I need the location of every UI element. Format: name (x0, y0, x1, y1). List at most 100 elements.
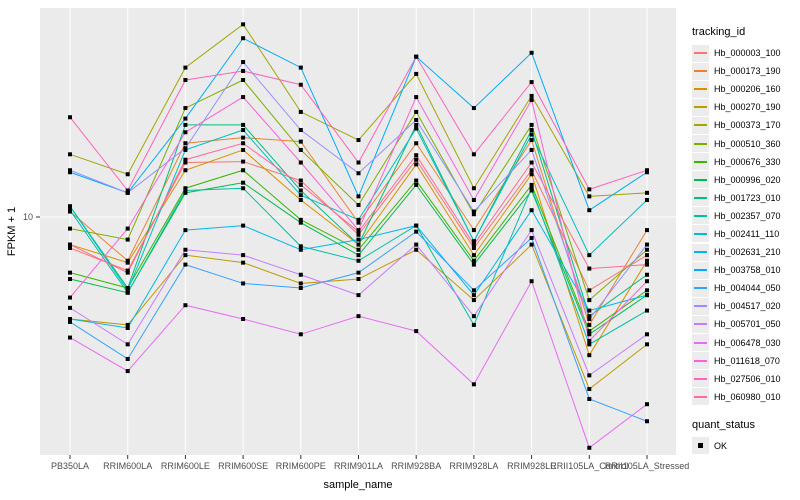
data-point (298, 147, 303, 152)
data-point (529, 138, 534, 143)
data-point (645, 242, 649, 247)
data-point (645, 342, 649, 347)
data-point (529, 168, 534, 173)
data-point (471, 314, 476, 319)
data-point (356, 160, 361, 165)
x-tick-label: PB350LA (51, 461, 89, 471)
data-point (645, 247, 649, 252)
data-point (587, 253, 592, 258)
legend-item-label: Hb_000003_100 (714, 48, 781, 59)
data-point (241, 77, 246, 82)
legend-item-Hb_000003_100: Hb_000003_100 (692, 44, 798, 62)
data-point (587, 308, 592, 313)
data-point (183, 186, 188, 191)
data-point (471, 212, 476, 217)
legend-item-label: Hb_004044_050 (714, 283, 781, 294)
legend-item-label: Hb_002631_210 (714, 247, 781, 258)
black-square-point-icon (698, 443, 703, 449)
legend-item-label: Hb_000270_190 (714, 102, 781, 113)
data-point (68, 208, 72, 213)
data-point (587, 208, 592, 213)
legend-item-Hb_027506_010: Hb_027506_010 (692, 370, 798, 388)
data-point (241, 180, 246, 185)
data-point (183, 168, 188, 173)
legend-key-swatch (692, 44, 709, 62)
data-point (125, 369, 130, 374)
data-point (183, 77, 188, 82)
data-point (125, 268, 130, 273)
x-tick-label: RRIM600LA (103, 461, 152, 471)
legend-title-quant-status: quant_status (692, 418, 755, 431)
data-point (298, 109, 303, 114)
series-color-line-icon (694, 287, 707, 290)
data-point (414, 162, 419, 167)
data-point (68, 115, 72, 120)
data-point (471, 253, 476, 258)
data-point (298, 272, 303, 277)
data-point (298, 128, 303, 133)
data-point (471, 246, 476, 251)
legend-title-tracking-id: tracking_id (692, 26, 746, 38)
data-point (298, 247, 303, 252)
data-point (587, 288, 592, 293)
data-point (68, 152, 72, 157)
data-point (529, 208, 534, 213)
data-point (414, 329, 419, 334)
data-point (298, 188, 303, 193)
data-point (587, 329, 592, 334)
legend-item-Hb_002357_070: Hb_002357_070 (692, 207, 798, 225)
quant-status-legend-items: OK (692, 437, 798, 455)
data-point (241, 128, 246, 133)
legend-item-label: Hb_000206_160 (714, 84, 781, 95)
data-point (356, 314, 361, 319)
data-point (356, 229, 361, 234)
data-point (125, 356, 130, 361)
legend-key-swatch (692, 98, 709, 116)
data-point (529, 98, 534, 103)
data-point (68, 317, 72, 322)
data-point (587, 338, 592, 343)
data-point (298, 160, 303, 165)
data-point (471, 298, 476, 303)
data-point (68, 242, 72, 247)
series-color-line-icon (694, 160, 707, 163)
data-point (241, 253, 246, 258)
legend-panel: tracking_id Hb_000003_100 Hb_000173_190 Hb… (692, 26, 798, 455)
data-point (298, 285, 303, 290)
data-point (68, 270, 72, 275)
data-point (587, 332, 592, 337)
data-point (529, 80, 534, 85)
data-point (356, 237, 361, 242)
x-tick-label: RRIM928LE (507, 461, 556, 471)
data-point (471, 262, 476, 267)
data-point (298, 178, 303, 183)
data-point (356, 270, 361, 275)
data-point (241, 68, 246, 73)
legend-item-label: Hb_000676_330 (714, 156, 781, 167)
data-point (356, 242, 361, 247)
legend-item-label: Hb_000373_170 (714, 120, 781, 131)
data-point (125, 190, 130, 195)
series-color-line-icon (694, 196, 707, 199)
legend-item-Hb_000206_160: Hb_000206_160 (692, 80, 798, 98)
x-tick-label: RRIM600LE (161, 461, 210, 471)
data-point (125, 172, 130, 177)
data-point (529, 160, 534, 165)
data-point (356, 247, 361, 252)
legend-item-label: Hb_004517_020 (714, 301, 781, 312)
data-point (125, 237, 130, 242)
legend-key-swatch (692, 437, 709, 455)
data-point (471, 152, 476, 157)
legend-item-label: Hb_000510_360 (714, 138, 781, 149)
data-point (587, 373, 592, 378)
x-tick-label: RRII105LA_Control (550, 461, 628, 471)
series-color-line-icon (694, 52, 707, 55)
data-point (298, 82, 303, 87)
data-point (414, 247, 419, 252)
data-point (414, 54, 419, 59)
data-point (645, 258, 649, 263)
data-point (645, 253, 649, 258)
x-tick-label: RRIM901LA (334, 461, 383, 471)
data-point (183, 106, 188, 111)
data-point (356, 277, 361, 282)
